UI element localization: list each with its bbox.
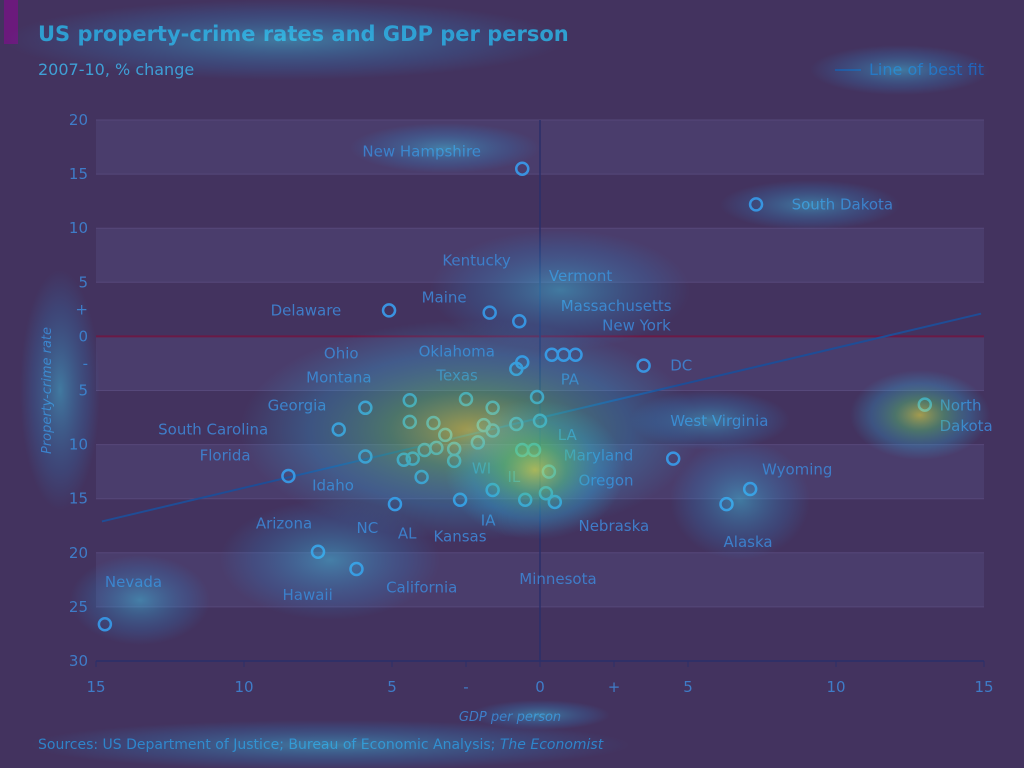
point-label: AL [398, 524, 417, 542]
point-label: Massachusetts [561, 297, 672, 315]
point-label: Nebraska [578, 517, 649, 535]
y-tick-label: 5 [78, 382, 88, 400]
data-point [97, 616, 113, 632]
point-label: Vermont [549, 267, 613, 285]
point-label: Maryland [564, 446, 634, 464]
point-label: New Hampshire [362, 142, 481, 160]
point-label: Ohio [324, 345, 359, 363]
y-tick-label: 5 [78, 273, 88, 291]
y-tick-label: 20 [69, 111, 88, 129]
x-tick-label: 15 [86, 678, 105, 696]
point-label: Kansas [433, 528, 486, 546]
y-tick-label: 10 [69, 436, 88, 454]
point-label: New York [602, 317, 671, 335]
point-label: Idaho [312, 477, 354, 495]
point-label: Kentucky [442, 252, 511, 270]
y-tick-label: 0 [78, 327, 88, 345]
point-label: Nevada [105, 573, 162, 591]
point-label: Alaska [724, 533, 773, 551]
data-point [381, 303, 397, 318]
point-label: Oklahoma [419, 343, 495, 361]
y-tick-label: + [75, 300, 88, 318]
data-point [387, 496, 403, 512]
point-label: IL [507, 468, 520, 486]
data-point [358, 400, 373, 416]
data-point [917, 397, 933, 412]
point-label: Minnesota [519, 570, 596, 588]
point-label: Oregon [578, 471, 633, 489]
point-label: Dakota [940, 417, 993, 435]
y-tick-label: 15 [69, 165, 88, 183]
x-tick-label: - [463, 678, 468, 696]
data-point [402, 414, 418, 430]
data-point [719, 496, 734, 512]
y-tick-label: 30 [69, 652, 88, 670]
point-label: South Dakota [792, 195, 894, 213]
data-point [426, 415, 441, 431]
y-tick-label: 10 [69, 219, 88, 237]
point-label: NC [356, 519, 378, 537]
source-text: Sources: US Department of Justice; Burea… [38, 737, 500, 753]
x-tick-label: 15 [974, 678, 993, 696]
y-tick-label: 25 [69, 598, 88, 616]
point-label: North [940, 397, 982, 415]
x-tick-label: 5 [683, 678, 693, 696]
x-tick-label: + [608, 678, 621, 696]
x-axis-title: GDP per person [459, 710, 561, 725]
x-tick-label: 5 [387, 678, 397, 696]
point-label: Maine [422, 288, 467, 306]
data-point [748, 197, 764, 212]
source-note: Sources: US Department of Justice; Burea… [38, 737, 603, 753]
data-point [482, 305, 497, 320]
data-point [512, 314, 527, 329]
point-label: Arizona [256, 515, 312, 533]
point-label: Hawaii [282, 586, 332, 604]
data-point [402, 392, 418, 408]
point-label: Montana [306, 369, 371, 387]
y-tick-label: 20 [69, 544, 88, 562]
point-label: PA [561, 371, 580, 389]
point-label: Wyoming [762, 460, 832, 478]
x-tick-label: 10 [826, 678, 845, 696]
source-publication: The Economist [499, 737, 604, 753]
point-label: West Virginia [670, 412, 768, 430]
data-point [458, 391, 474, 407]
y-tick-label: 15 [69, 490, 88, 508]
point-label: Florida [200, 446, 251, 464]
point-label: DC [670, 357, 692, 375]
data-point [438, 427, 453, 443]
point-label: Delaware [271, 301, 342, 319]
data-point [529, 389, 545, 405]
point-label: Texas [435, 366, 478, 384]
point-label: WI [472, 459, 491, 477]
x-tick-label: 0 [535, 678, 545, 696]
data-point [331, 422, 346, 437]
point-label: LA [558, 426, 578, 444]
point-label: Georgia [268, 397, 327, 415]
point-label: California [386, 578, 457, 596]
y-axis-title: Property-crime rate [40, 327, 55, 454]
data-point [485, 400, 500, 416]
point-label: South Carolina [158, 420, 268, 438]
y-tick-label: - [83, 354, 88, 372]
x-tick-label: 10 [234, 678, 253, 696]
